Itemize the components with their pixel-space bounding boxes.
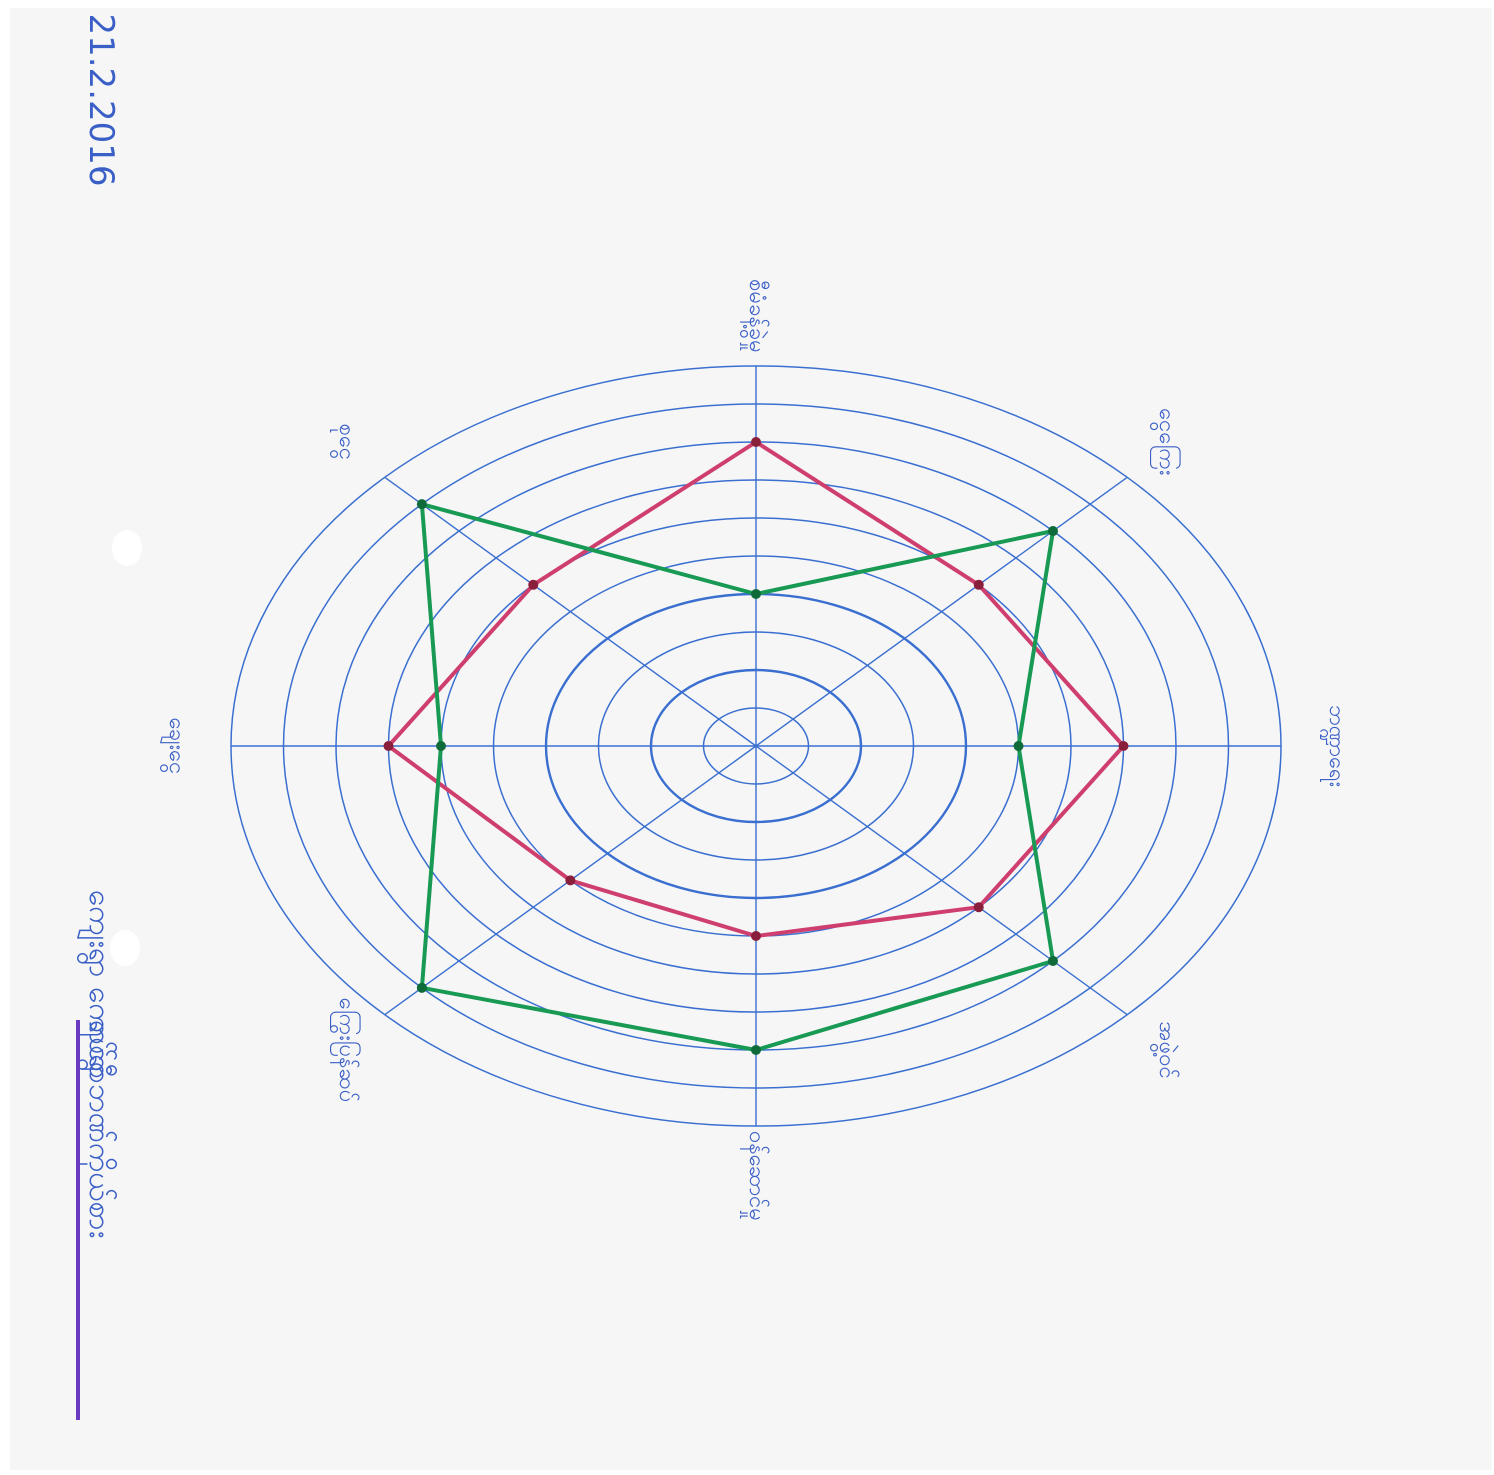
data-point [383, 741, 394, 751]
radar-series [383, 437, 1129, 1055]
data-point [751, 437, 761, 447]
grid-spoke [755, 476, 1128, 747]
data-point [1047, 526, 1058, 537]
data-point [973, 579, 984, 590]
data-point [751, 931, 761, 941]
binder-hole-top [112, 530, 142, 566]
grid-spoke [384, 476, 757, 747]
category-label: ငွေကြေး [1149, 408, 1181, 475]
grid-spoke [755, 745, 1128, 1016]
category-labels: စီမံခန့်ခွဲမှုငွေကြေးဘဏ္ဍာရေးအဖွဲ့ဝင်ဝန်… [159, 279, 1349, 1221]
data-point [565, 875, 576, 886]
category-label: အဖွဲ့ဝင် [1149, 1021, 1180, 1078]
data-point [436, 741, 446, 751]
category-label: စုငွေ [329, 424, 359, 461]
chart-title-line1: ရပ်ရွာဘဏ်ကိုယ်စား [76, 1020, 117, 1238]
data-point [751, 1045, 761, 1055]
date-label: 21.2.2016 [81, 13, 121, 186]
data-point [528, 579, 539, 590]
header-rotated: 21.2.2016 ရပ်ရွာဘဏ်ကိုယ်စား ကျေးရွာ ကောင… [76, 13, 121, 1420]
category-label: ကြွေးပြန်ဆပ် [330, 998, 361, 1103]
paper-sheet [10, 8, 1492, 1470]
data-point [416, 499, 427, 510]
category-label: စီမံခန့်ခွဲမှု [739, 279, 770, 353]
data-point [973, 902, 984, 913]
data-point [1047, 955, 1058, 966]
data-point [751, 589, 761, 599]
data-point [416, 982, 427, 993]
category-label: ချေးငွေ [159, 718, 189, 775]
category-label: ဘဏ္ဍာရေး [1320, 705, 1349, 788]
data-point [1013, 741, 1024, 751]
chart-title-line2: ကျေးရွာ ကောင်စီ [76, 890, 117, 1079]
binder-hole-bottom [110, 930, 140, 966]
data-point [1118, 741, 1129, 751]
category-label: ဝန်ဆောင်မှု [740, 1131, 770, 1221]
